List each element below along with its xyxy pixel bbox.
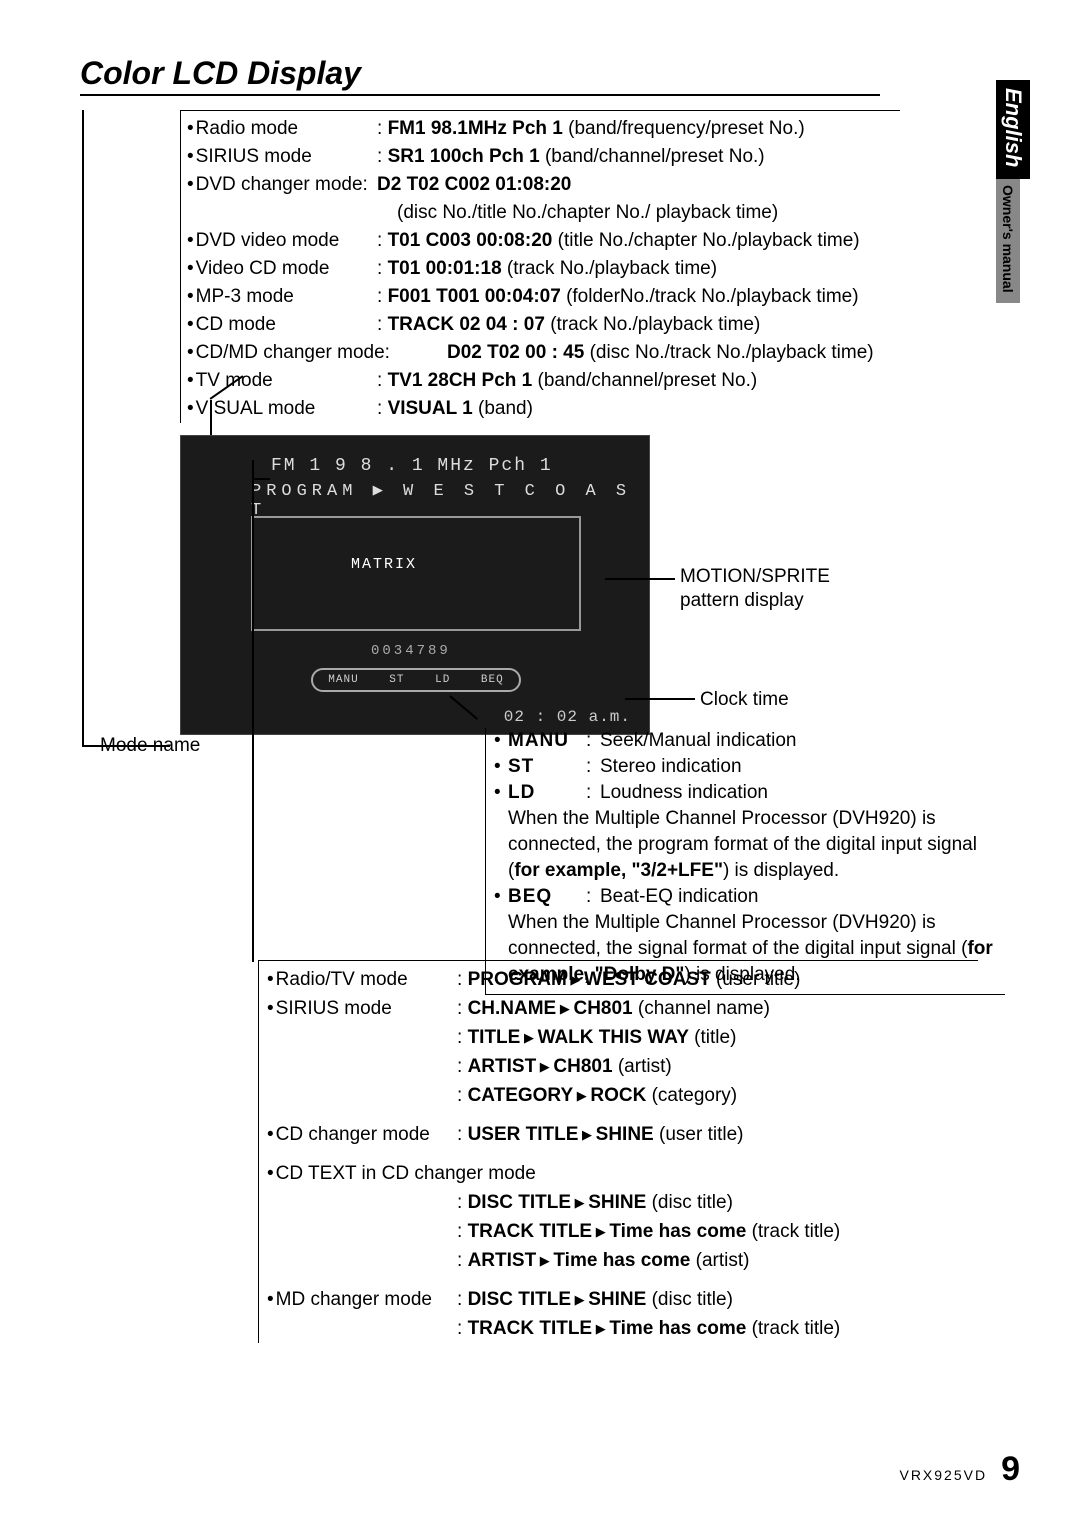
mode-sirius-label: SIRIUS mode bbox=[187, 143, 377, 171]
callout-motion: MOTION/SPRITE pattern display bbox=[680, 565, 830, 613]
lower-sirius-3: : ARTISTCH801 (artist) bbox=[457, 1052, 978, 1081]
mode-cd-value: : TRACK 02 04 : 07 (track No./playback t… bbox=[377, 311, 900, 339]
ind-manu-val: Seek/Manual indication bbox=[600, 728, 1005, 754]
side-tab: English Owner's manual bbox=[996, 80, 1028, 303]
mode-dvdvid-label: DVD video mode bbox=[187, 227, 377, 255]
lower-cdtext-3: : ARTISTTime has come (artist) bbox=[457, 1246, 978, 1275]
lower-sirius-label: SIRIUS mode bbox=[267, 994, 457, 1023]
lcd-pill-manu: MANU bbox=[328, 674, 358, 686]
mode-dvdchg-value: D2 T02 C002 01:08:20 bbox=[377, 171, 900, 199]
lower-cdtext-1: : DISC TITLESHINE (disc title) bbox=[457, 1188, 978, 1217]
lcd-indicator-bar: MANU ST LD BEQ bbox=[311, 668, 521, 692]
mode-tv-value: : TV1 28CH Pch 1 (band/channel/preset No… bbox=[377, 367, 900, 395]
side-tab-section: Owner's manual bbox=[996, 179, 1020, 303]
lower-radio-value: : PROGRAMWEST COAST (user title) bbox=[457, 965, 978, 994]
lcd-display: FM 1 9 8 . 1 MHz Pch 1 PROGRAM ▶ W E S T… bbox=[180, 435, 650, 735]
lcd-pill-beq: BEQ bbox=[481, 674, 504, 686]
ind-st-val: Stereo indication bbox=[600, 754, 1005, 780]
ind-beq-key: BEQ bbox=[508, 884, 586, 910]
lcd-pill-st: ST bbox=[389, 674, 404, 686]
mode-vidcd-label: Video CD mode bbox=[187, 255, 377, 283]
callout-clock: Clock time bbox=[700, 688, 789, 712]
lcd-clock: 02 : 02 a.m. bbox=[504, 708, 631, 726]
ind-manu-key: MANU bbox=[508, 728, 586, 754]
lower-cdchg-label: CD changer mode bbox=[267, 1120, 457, 1149]
lower-cdtext-2: : TRACK TITLETime has come (track title) bbox=[457, 1217, 978, 1246]
mode-mp3-label: MP-3 mode bbox=[187, 283, 377, 311]
footer-page: 9 bbox=[1001, 1450, 1020, 1489]
lower-md-label: MD changer mode bbox=[267, 1285, 457, 1314]
side-tab-language: English bbox=[996, 80, 1030, 179]
mode-dvdchg-note: (disc No./title No./chapter No./ playbac… bbox=[187, 199, 900, 227]
ind-st-key: ST bbox=[508, 754, 586, 780]
ind-ld-note: When the Multiple Channel Processor (DVH… bbox=[494, 806, 1005, 884]
lower-md-1: : DISC TITLESHINE (disc title) bbox=[457, 1285, 978, 1314]
lcd-motion-area bbox=[251, 516, 581, 631]
lcd-line1: FM 1 9 8 . 1 MHz Pch 1 bbox=[271, 456, 553, 476]
mode-radio-label: Radio mode bbox=[187, 115, 377, 143]
lower-sirius-1: : CH.NAMECH801 (channel name) bbox=[457, 994, 978, 1023]
footer-model: VRX925VD bbox=[899, 1467, 987, 1483]
ind-ld-val: Loudness indication bbox=[600, 780, 1005, 806]
lower-sirius-4: : CATEGORYROCK (category) bbox=[457, 1081, 978, 1110]
mode-cdmd-label: CD/MD changer mode: bbox=[187, 339, 447, 367]
lower-radio-label: Radio/TV mode bbox=[267, 965, 457, 994]
indicator-legend: MANU:Seek/Manual indication ST:Stereo in… bbox=[485, 728, 1005, 995]
mode-dvdchg-label: DVD changer mode: bbox=[187, 171, 377, 199]
lower-sirius-2: : TITLEWALK THIS WAY (title) bbox=[457, 1023, 978, 1052]
lcd-line2: PROGRAM ▶ W E S T C O A S T bbox=[251, 480, 649, 520]
mode-dvdvid-value: : T01 C003 00:08:20 (title No./chapter N… bbox=[377, 227, 900, 255]
lower-md-2: : TRACK TITLETime has come (track title) bbox=[457, 1314, 978, 1343]
title-display-list: Radio/TV mode: PROGRAMWEST COAST (user t… bbox=[258, 960, 978, 1343]
mode-cdmd-value: D02 T02 00 : 45 (disc No./track No./play… bbox=[447, 339, 900, 367]
mode-cd-label: CD mode bbox=[187, 311, 377, 339]
lower-cdchg-value: : USER TITLESHINE (user title) bbox=[457, 1120, 978, 1149]
mode-sirius-value: : SR1 100ch Pch 1 (band/channel/preset N… bbox=[377, 143, 900, 171]
lcd-pill-ld: LD bbox=[435, 674, 450, 686]
lower-cdtext-header: CD TEXT in CD changer mode bbox=[267, 1159, 536, 1188]
mode-list: Radio mode: FM1 98.1MHz Pch 1 (band/freq… bbox=[180, 110, 900, 423]
mode-radio-value: : FM1 98.1MHz Pch 1 (band/frequency/pres… bbox=[377, 115, 900, 143]
lcd-odometer: 0034789 bbox=[371, 643, 451, 659]
mode-mp3-value: : F001 T001 00:04:07 (folderNo./track No… bbox=[377, 283, 900, 311]
mode-vidcd-value: : T01 00:01:18 (track No./playback time) bbox=[377, 255, 900, 283]
lcd-matrix-label: MATRIX bbox=[351, 556, 417, 573]
mode-visual-label: VISUAL mode bbox=[187, 395, 377, 423]
ind-beq-val: Beat-EQ indication bbox=[600, 884, 1005, 910]
callout-mode-name: Mode name bbox=[100, 735, 200, 757]
mode-tv-label: TV mode bbox=[187, 367, 377, 395]
page-title: Color LCD Display bbox=[80, 55, 880, 96]
footer: VRX925VD 9 bbox=[899, 1450, 1020, 1489]
mode-visual-value: : VISUAL 1 (band) bbox=[377, 395, 900, 423]
ind-ld-key: LD bbox=[508, 780, 586, 806]
